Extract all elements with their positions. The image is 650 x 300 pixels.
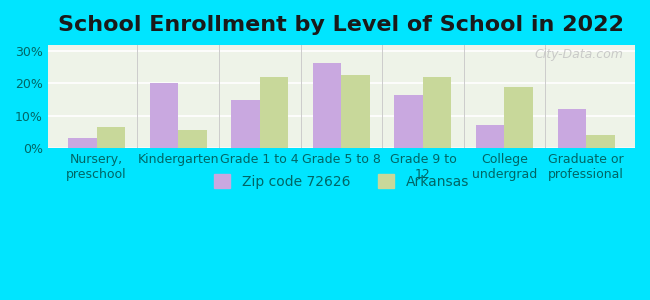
Bar <box>260 77 289 148</box>
Bar <box>313 63 341 148</box>
Title: School Enrollment by Level of School in 2022: School Enrollment by Level of School in … <box>58 15 624 35</box>
Bar <box>178 130 207 148</box>
Bar <box>97 127 125 148</box>
Bar <box>68 138 97 148</box>
Bar <box>341 75 370 148</box>
Text: City-Data.com: City-Data.com <box>534 48 623 61</box>
Bar <box>395 95 423 148</box>
Legend: Zip code 72626, Arkansas: Zip code 72626, Arkansas <box>208 169 474 194</box>
Bar <box>231 100 260 148</box>
Bar <box>476 125 504 148</box>
Bar <box>150 83 178 148</box>
Bar <box>558 109 586 148</box>
Bar <box>586 135 615 148</box>
Bar <box>504 87 533 148</box>
Bar <box>423 77 452 148</box>
